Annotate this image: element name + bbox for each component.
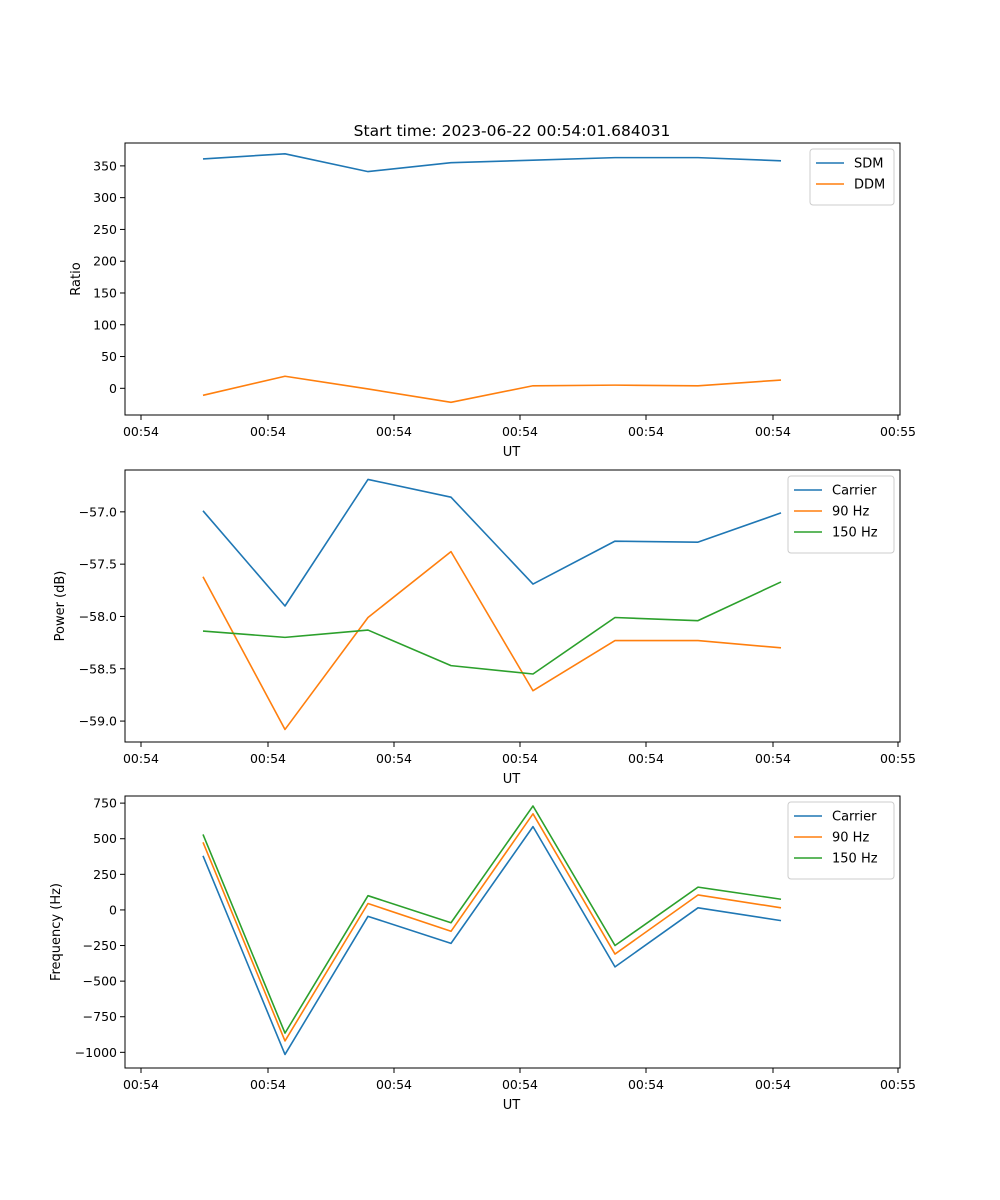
legend-label: 90 Hz <box>832 831 869 846</box>
y-tick-label: 250 <box>93 222 117 237</box>
chart-panel-3: −1000 −750 −500 −250 0 250 500 750 00:54 00:54 00:… <box>49 795 916 1113</box>
series-line-carrier <box>202 478 782 607</box>
x-tick-label: 00:54 <box>123 751 159 766</box>
y-tick-label: −57.5 <box>79 557 117 572</box>
legend-box <box>787 475 895 554</box>
y-tick-label: 250 <box>93 867 117 882</box>
legend-label: Carrier <box>832 484 877 499</box>
legend: SDM DDM <box>809 148 895 206</box>
x-axis-label: UT <box>503 772 521 787</box>
x-tick-label: 00:55 <box>880 751 916 766</box>
y-tick-label: 350 <box>93 158 117 173</box>
y-tick-label: 200 <box>93 254 117 269</box>
series-line-90-hz <box>202 550 782 731</box>
x-tick-label: 00:54 <box>502 424 538 439</box>
legend-label: 90 Hz <box>832 505 869 520</box>
y-tick-label: −1000 <box>75 1045 117 1060</box>
x-tick-label: 00:54 <box>250 1077 286 1092</box>
y-tick-label: −59.0 <box>79 714 117 729</box>
y-tick-label: −500 <box>83 974 117 989</box>
y-tick-label: 50 <box>101 349 117 364</box>
x-tick-label: 00:54 <box>123 1077 159 1092</box>
figure-title: Start time: 2023-06-22 00:54:01.684031 <box>354 122 671 140</box>
series-line-150-hz <box>202 805 782 1034</box>
legend: Carrier 90 Hz 150 Hz <box>787 801 895 880</box>
chart-panel-1: 0 50 100 150 200 250 300 350 00:54 00:54 00:54 00:5… <box>69 142 916 460</box>
x-tick-label: 00:54 <box>502 751 538 766</box>
x-axis-label: UT <box>503 445 521 460</box>
y-tick-label: 750 <box>93 796 117 811</box>
y-tick-label: 500 <box>93 831 117 846</box>
x-tick-label: 00:54 <box>628 1077 664 1092</box>
y-tick-label: 100 <box>93 317 117 332</box>
plot-frame <box>124 469 901 743</box>
x-tick-label: 00:54 <box>628 424 664 439</box>
x-tick-label: 00:55 <box>880 1077 916 1092</box>
x-tick-label: 00:54 <box>250 424 286 439</box>
y-tick-label: −250 <box>83 938 117 953</box>
x-tick-label: 00:54 <box>376 1077 412 1092</box>
y-tick-label: 150 <box>93 285 117 300</box>
series-line-sdm <box>202 153 782 173</box>
plot-frame <box>124 795 901 1069</box>
x-tick-label: 00:54 <box>628 751 664 766</box>
y-axis-label: Power (dB) <box>53 571 68 642</box>
y-tick-label: 300 <box>93 190 117 205</box>
plot-frame <box>124 142 901 416</box>
x-tick-label: 00:54 <box>250 751 286 766</box>
y-axis-label: Ratio <box>69 262 84 295</box>
series-line-carrier <box>202 825 782 1056</box>
legend: Carrier 90 Hz 150 Hz <box>787 475 895 554</box>
chart-panel-2: −59.0 −58.5 −58.0 −57.5 −57.0 00:54 00:54 00:54… <box>53 469 916 787</box>
series-line-ddm <box>202 375 782 404</box>
series-line-150-hz <box>202 581 782 675</box>
x-tick-label: 00:54 <box>755 1077 791 1092</box>
y-tick-label: −58.0 <box>79 609 117 624</box>
legend-box <box>787 801 895 880</box>
x-tick-label: 00:54 <box>502 1077 538 1092</box>
x-tick-label: 00:54 <box>123 424 159 439</box>
x-tick-label: 00:55 <box>880 424 916 439</box>
x-tick-label: 00:54 <box>376 424 412 439</box>
x-tick-label: 00:54 <box>755 424 791 439</box>
y-tick-label: 0 <box>109 902 117 917</box>
y-tick-label: −750 <box>83 1009 117 1024</box>
y-axis-label: Frequency (Hz) <box>49 883 64 981</box>
legend-label: DDM <box>854 178 885 193</box>
y-tick-label: −58.5 <box>79 661 117 676</box>
x-tick-label: 00:54 <box>376 751 412 766</box>
y-tick-label: −57.0 <box>79 504 117 519</box>
legend-label: SDM <box>854 157 883 172</box>
legend-label: Carrier <box>832 810 877 825</box>
x-tick-label: 00:54 <box>755 751 791 766</box>
legend-label: 150 Hz <box>832 526 878 541</box>
series-line-90-hz <box>202 812 782 1042</box>
x-axis-label: UT <box>503 1098 521 1113</box>
legend-label: 150 Hz <box>832 852 878 867</box>
y-tick-label: 0 <box>109 381 117 396</box>
